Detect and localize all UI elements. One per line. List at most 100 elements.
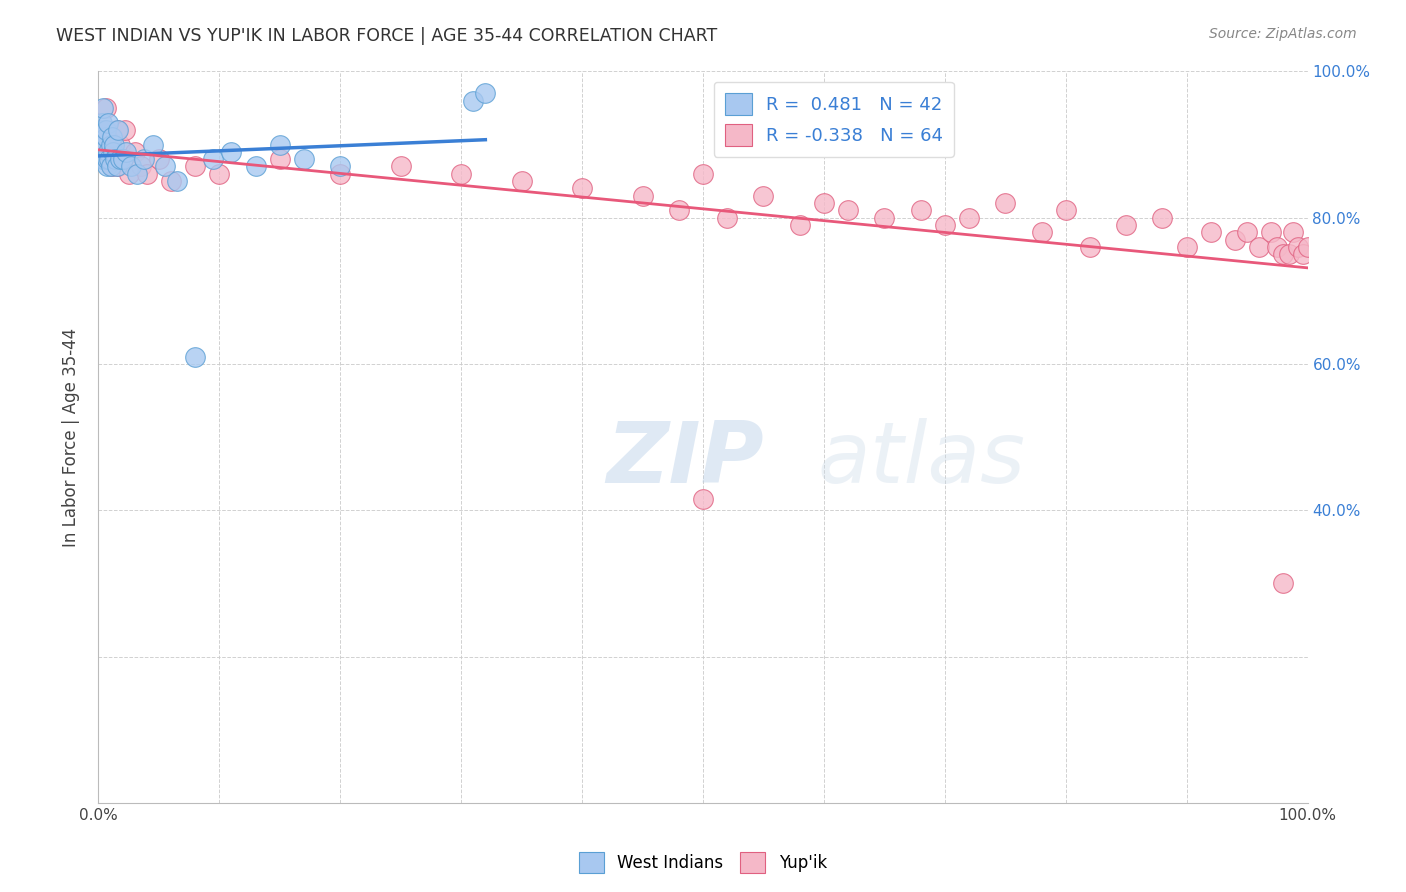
Point <box>1282 225 1305 239</box>
Point <box>1292 247 1315 261</box>
Point <box>692 492 714 507</box>
Point <box>910 203 932 218</box>
Point <box>98 152 121 166</box>
Point <box>100 160 122 174</box>
Text: atlas: atlas <box>818 417 1026 500</box>
Point <box>510 174 533 188</box>
Point <box>166 174 188 188</box>
Point <box>789 218 811 232</box>
Point <box>269 137 291 152</box>
Y-axis label: In Labor Force | Age 35-44: In Labor Force | Age 35-44 <box>62 327 80 547</box>
Point <box>184 160 207 174</box>
Point <box>1031 225 1053 239</box>
Point <box>631 188 654 202</box>
Point <box>97 115 120 129</box>
Point <box>94 123 117 137</box>
Point <box>245 160 267 174</box>
Point <box>120 160 142 174</box>
Point <box>111 152 134 166</box>
Point <box>269 152 291 166</box>
Point <box>1078 240 1101 254</box>
Point <box>100 130 122 145</box>
Point <box>474 87 496 101</box>
Legend: West Indians, Yup'ik: West Indians, Yup'ik <box>572 846 834 880</box>
Point <box>450 167 472 181</box>
Point <box>1054 203 1077 218</box>
Point <box>127 167 149 181</box>
Point <box>91 123 114 137</box>
Point <box>837 203 859 218</box>
Point <box>97 145 120 159</box>
Point <box>91 137 114 152</box>
Point <box>108 152 131 166</box>
Point <box>105 160 128 174</box>
Point <box>129 160 152 174</box>
Point <box>668 203 690 218</box>
Point <box>1249 240 1271 254</box>
Text: Source: ZipAtlas.com: Source: ZipAtlas.com <box>1209 27 1357 41</box>
Point <box>91 145 114 159</box>
Point <box>89 123 111 137</box>
Point <box>957 211 980 225</box>
Point <box>91 152 114 166</box>
Point <box>103 137 125 152</box>
Point <box>96 152 118 166</box>
Point <box>107 160 129 174</box>
Point <box>107 123 129 137</box>
Point <box>97 137 120 152</box>
Point <box>934 218 956 232</box>
Point <box>108 137 131 152</box>
Point <box>100 160 122 174</box>
Point <box>94 130 117 145</box>
Point <box>692 167 714 181</box>
Point <box>135 167 157 181</box>
Point <box>93 152 115 166</box>
Point <box>93 145 115 159</box>
Point <box>329 160 352 174</box>
Point <box>101 145 124 159</box>
Point <box>463 94 485 108</box>
Point <box>1286 240 1309 254</box>
Point <box>202 152 225 166</box>
Point <box>221 145 243 159</box>
Point <box>124 145 146 159</box>
Point <box>1272 247 1295 261</box>
Text: WEST INDIAN VS YUP'IK IN LABOR FORCE | AGE 35-44 CORRELATION CHART: WEST INDIAN VS YUP'IK IN LABOR FORCE | A… <box>56 27 717 45</box>
Point <box>1260 225 1282 239</box>
Point <box>100 137 122 152</box>
Point <box>90 123 112 137</box>
Point <box>184 350 207 364</box>
Point <box>329 167 352 181</box>
Point <box>1236 225 1258 239</box>
Point <box>1152 211 1174 225</box>
Point <box>994 196 1017 211</box>
Point <box>716 211 738 225</box>
Point <box>91 101 114 115</box>
Point <box>1115 218 1137 232</box>
Point <box>115 145 138 159</box>
Point <box>98 130 121 145</box>
Text: ZIP: ZIP <box>606 417 763 500</box>
Point <box>118 167 141 181</box>
Point <box>1175 240 1198 254</box>
Point <box>142 137 165 152</box>
Point <box>91 115 114 129</box>
Point <box>114 123 136 137</box>
Point <box>96 152 118 166</box>
Point <box>389 160 412 174</box>
Point <box>1199 225 1222 239</box>
Point <box>153 160 176 174</box>
Point <box>104 152 127 166</box>
Point <box>89 137 111 152</box>
Point <box>134 152 156 166</box>
Point <box>94 101 117 115</box>
Point <box>752 188 775 202</box>
Point <box>101 130 124 145</box>
Point <box>100 152 122 166</box>
Point <box>93 137 115 152</box>
Point <box>90 130 112 145</box>
Point <box>571 181 593 195</box>
Point <box>1272 576 1295 591</box>
Point <box>1296 240 1319 254</box>
Point <box>90 130 112 145</box>
